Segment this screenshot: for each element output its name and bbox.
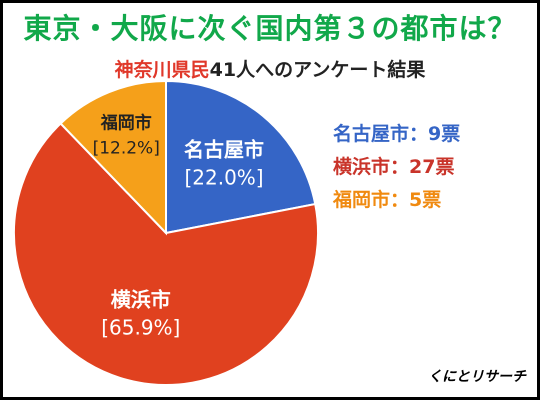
- subtitle-highlight: 神奈川県民: [114, 59, 210, 81]
- pie-slice-fukuoka: [59, 79, 167, 236]
- pie-slice-nagoya: [165, 79, 317, 235]
- legend-item-fukuoka: 福岡市：5票: [333, 189, 442, 211]
- slice-label-yokohama: 横浜市: [111, 288, 171, 312]
- subtitle-rest: 41人へのアンケート結果: [209, 59, 426, 81]
- brand-logo: くにとリサーチ: [428, 369, 526, 385]
- chart-subtitle: 神奈川県民41人へのアンケート結果: [3, 55, 537, 82]
- pie-slice-yokohama: [13, 122, 319, 386]
- chart-title: 東京・大阪に次ぐ国内第３の都市は？: [23, 12, 517, 45]
- slice-percent-fukuoka: [12.2%]: [93, 138, 160, 158]
- legend-item-yokohama: 横浜市：27票: [333, 156, 455, 178]
- legend-item-nagoya: 名古屋市：9票: [333, 123, 461, 145]
- slice-label-fukuoka: 福岡市: [100, 112, 152, 133]
- slice-percent-yokohama: [65.9%]: [101, 316, 180, 340]
- slice-percent-nagoya: [22.0%]: [184, 166, 263, 190]
- legend: 名古屋市：9票 横浜市：27票 福岡市：5票: [333, 118, 460, 217]
- slice-label-nagoya: 名古屋市: [184, 138, 264, 162]
